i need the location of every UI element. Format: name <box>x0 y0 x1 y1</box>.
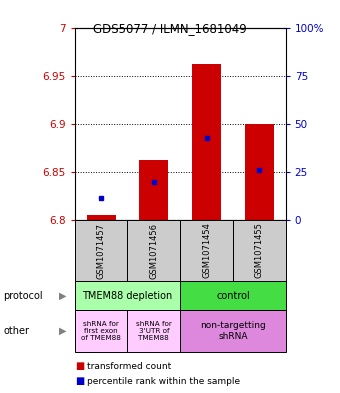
Bar <box>233 220 286 281</box>
Text: percentile rank within the sample: percentile rank within the sample <box>87 377 240 386</box>
Bar <box>245 124 274 220</box>
Text: shRNA for
3'UTR of
TMEM88: shRNA for 3'UTR of TMEM88 <box>136 321 172 341</box>
Bar <box>75 220 128 281</box>
Text: ▶: ▶ <box>59 291 66 301</box>
Text: transformed count: transformed count <box>87 362 171 371</box>
Text: other: other <box>3 326 29 336</box>
Bar <box>180 281 286 310</box>
Bar <box>87 215 116 220</box>
Text: GSM1071456: GSM1071456 <box>149 222 158 279</box>
Text: TMEM88 depletion: TMEM88 depletion <box>82 291 173 301</box>
Text: ■: ■ <box>75 361 84 371</box>
Text: control: control <box>216 291 250 301</box>
Bar <box>180 220 233 281</box>
Text: shRNA for
first exon
of TMEM88: shRNA for first exon of TMEM88 <box>81 321 121 341</box>
Text: ▶: ▶ <box>59 326 66 336</box>
Text: ■: ■ <box>75 376 84 386</box>
Bar <box>128 220 180 281</box>
Bar <box>128 310 180 352</box>
Text: GDS5077 / ILMN_1681049: GDS5077 / ILMN_1681049 <box>93 22 247 35</box>
Bar <box>75 281 180 310</box>
Bar <box>139 160 168 220</box>
Text: protocol: protocol <box>3 291 43 301</box>
Text: GSM1071455: GSM1071455 <box>255 222 264 279</box>
Text: non-targetting
shRNA: non-targetting shRNA <box>200 321 266 341</box>
Text: GSM1071457: GSM1071457 <box>97 222 106 279</box>
Bar <box>75 310 128 352</box>
Bar <box>180 310 286 352</box>
Text: GSM1071454: GSM1071454 <box>202 222 211 279</box>
Bar <box>192 64 221 220</box>
